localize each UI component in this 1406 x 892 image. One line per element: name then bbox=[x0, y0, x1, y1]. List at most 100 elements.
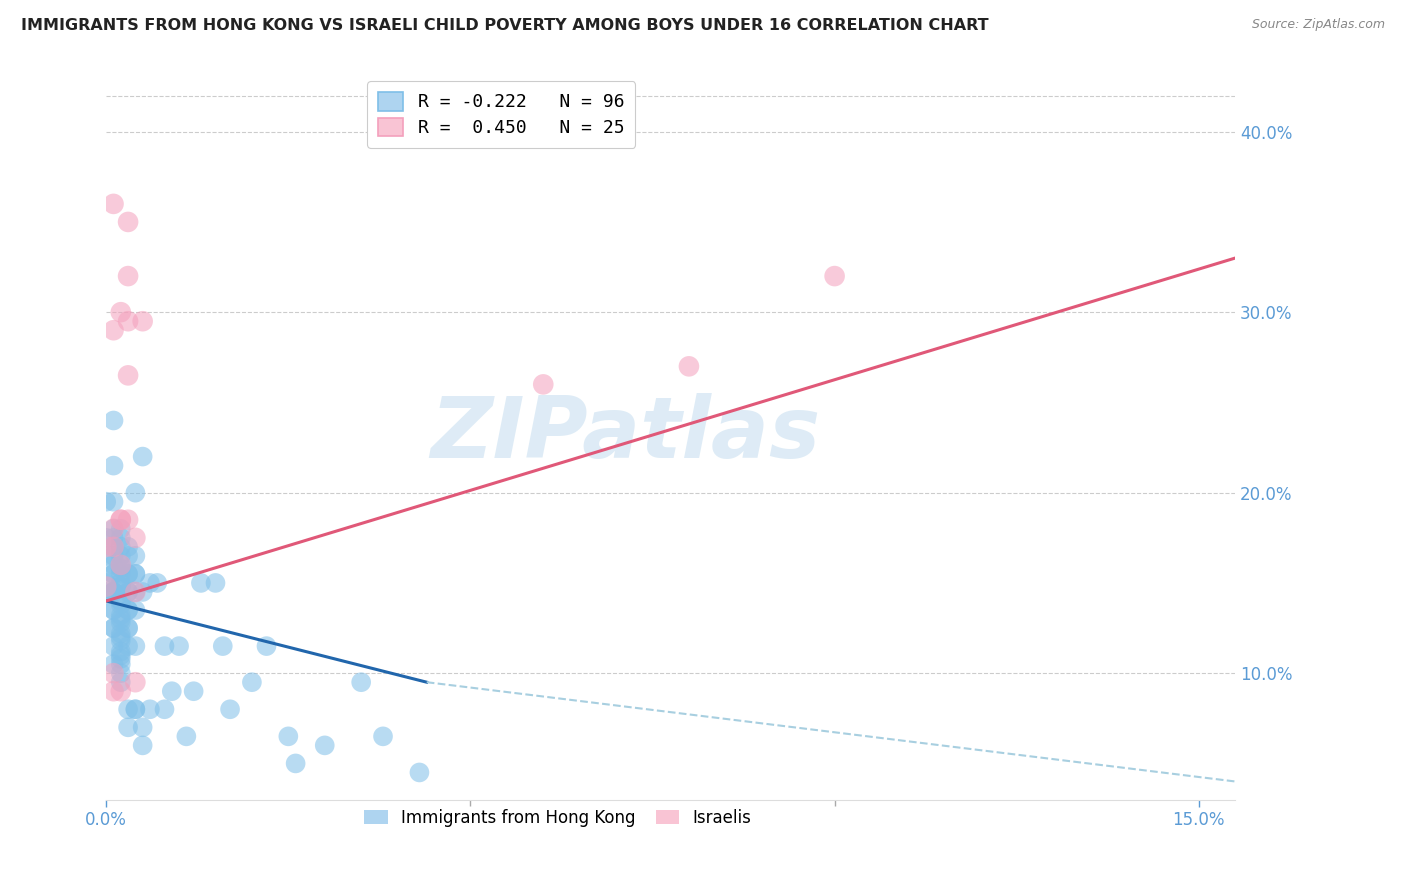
Point bbox=[103, 458, 125, 473]
Point bbox=[824, 269, 846, 284]
Point bbox=[117, 639, 139, 653]
Point bbox=[96, 580, 118, 594]
Point bbox=[110, 626, 132, 640]
Point bbox=[678, 359, 700, 374]
Point bbox=[103, 558, 125, 572]
Point bbox=[117, 702, 139, 716]
Point bbox=[371, 730, 394, 744]
Point bbox=[110, 531, 132, 545]
Point bbox=[124, 603, 146, 617]
Point bbox=[350, 675, 373, 690]
Point bbox=[131, 739, 153, 753]
Text: IMMIGRANTS FROM HONG KONG VS ISRAELI CHILD POVERTY AMONG BOYS UNDER 16 CORRELATI: IMMIGRANTS FROM HONG KONG VS ISRAELI CHI… bbox=[21, 18, 988, 33]
Point bbox=[96, 494, 118, 508]
Point bbox=[110, 561, 132, 575]
Point bbox=[96, 576, 118, 591]
Point bbox=[103, 621, 125, 635]
Point bbox=[117, 621, 139, 635]
Point bbox=[103, 494, 125, 508]
Point bbox=[110, 633, 132, 648]
Point bbox=[110, 580, 132, 594]
Point bbox=[131, 314, 153, 328]
Point bbox=[110, 666, 132, 681]
Point bbox=[110, 549, 132, 563]
Point bbox=[117, 603, 139, 617]
Point bbox=[110, 684, 132, 698]
Point bbox=[103, 540, 125, 554]
Point bbox=[110, 630, 132, 644]
Point bbox=[110, 305, 132, 319]
Point bbox=[110, 513, 132, 527]
Point bbox=[103, 585, 125, 599]
Point bbox=[110, 648, 132, 662]
Point bbox=[284, 756, 307, 771]
Point bbox=[110, 651, 132, 665]
Point bbox=[103, 585, 125, 599]
Point bbox=[277, 730, 299, 744]
Point bbox=[103, 684, 125, 698]
Point bbox=[176, 730, 198, 744]
Point bbox=[103, 566, 125, 581]
Point bbox=[117, 314, 139, 328]
Point bbox=[110, 598, 132, 612]
Point bbox=[96, 540, 118, 554]
Point bbox=[110, 615, 132, 630]
Point bbox=[124, 675, 146, 690]
Point bbox=[103, 540, 125, 554]
Point bbox=[139, 702, 162, 716]
Point bbox=[117, 215, 139, 229]
Point bbox=[131, 720, 153, 734]
Point bbox=[153, 639, 176, 653]
Point bbox=[103, 323, 125, 337]
Point bbox=[103, 639, 125, 653]
Point bbox=[240, 675, 263, 690]
Point bbox=[117, 368, 139, 383]
Point bbox=[103, 585, 125, 599]
Point bbox=[110, 558, 132, 572]
Point bbox=[190, 576, 212, 591]
Point bbox=[124, 639, 146, 653]
Point bbox=[117, 603, 139, 617]
Point bbox=[160, 684, 183, 698]
Point bbox=[124, 585, 146, 599]
Point bbox=[110, 644, 132, 658]
Point bbox=[96, 549, 118, 563]
Point bbox=[117, 621, 139, 635]
Point bbox=[146, 576, 169, 591]
Legend: Immigrants from Hong Kong, Israelis: Immigrants from Hong Kong, Israelis bbox=[356, 800, 759, 835]
Point bbox=[131, 585, 153, 599]
Point bbox=[103, 413, 125, 427]
Point bbox=[103, 621, 125, 635]
Point bbox=[103, 197, 125, 211]
Point bbox=[117, 269, 139, 284]
Point bbox=[153, 702, 176, 716]
Point bbox=[110, 580, 132, 594]
Point bbox=[103, 531, 125, 545]
Point bbox=[110, 558, 132, 572]
Point bbox=[117, 720, 139, 734]
Point bbox=[314, 739, 336, 753]
Point bbox=[204, 576, 226, 591]
Point bbox=[103, 603, 125, 617]
Point bbox=[110, 566, 132, 581]
Point bbox=[124, 566, 146, 581]
Point bbox=[103, 666, 125, 681]
Point bbox=[124, 485, 146, 500]
Point bbox=[124, 585, 146, 599]
Point bbox=[117, 566, 139, 581]
Point bbox=[167, 639, 190, 653]
Point bbox=[110, 594, 132, 608]
Point bbox=[131, 450, 153, 464]
Point bbox=[110, 540, 132, 554]
Point bbox=[117, 566, 139, 581]
Point bbox=[103, 549, 125, 563]
Point bbox=[103, 522, 125, 536]
Point bbox=[531, 377, 554, 392]
Point bbox=[117, 585, 139, 599]
Point bbox=[103, 657, 125, 672]
Point bbox=[124, 702, 146, 716]
Text: Source: ZipAtlas.com: Source: ZipAtlas.com bbox=[1251, 18, 1385, 31]
Point bbox=[117, 549, 139, 563]
Point bbox=[117, 513, 139, 527]
Point bbox=[110, 594, 132, 608]
